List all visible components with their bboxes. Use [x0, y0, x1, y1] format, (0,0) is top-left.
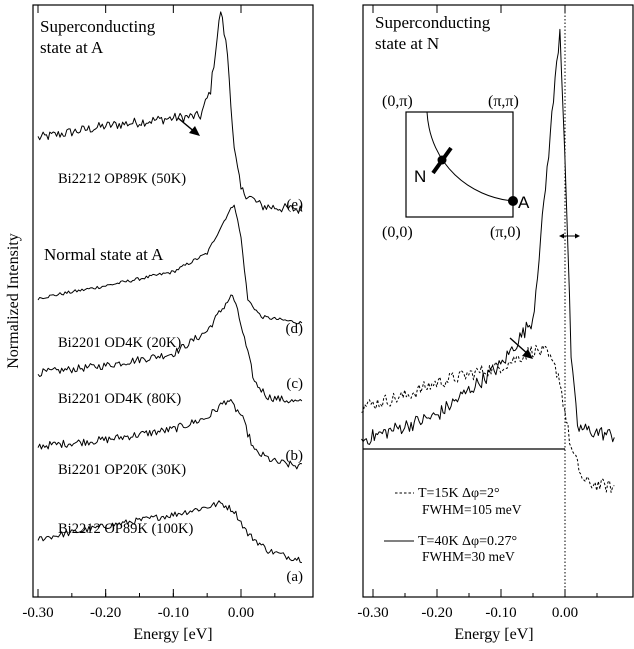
- legend-label-40K: T=40K Δφ=0.27°: [418, 534, 517, 549]
- right-x-axis-label: Energy [eV]: [454, 626, 533, 643]
- fwhm-arrow: [559, 233, 580, 239]
- right-x-ticks: -0.30 -0.20 -0.10 0.00: [357, 5, 598, 621]
- trace-b: [37, 399, 302, 470]
- right-x-tick-label: 0.00: [552, 605, 578, 621]
- series-letter-e: (e): [286, 197, 303, 213]
- series-label-b: Bi2201 OP20K (30K): [58, 462, 186, 478]
- right-panel: -0.30 -0.20 -0.10 0.00 Superconducting stat…: [357, 4, 634, 643]
- arrow-e-head: [189, 126, 200, 136]
- fermi-surface-curve: [426, 111, 514, 202]
- legend-label-15K: T=15K Δφ=2°: [418, 486, 500, 501]
- left-x-tick-label: 0.00: [228, 605, 254, 621]
- trace-T40K: [361, 28, 615, 445]
- series-letter-d: (d): [286, 321, 304, 337]
- trace-T15K: [361, 344, 615, 493]
- inset-corner-bottom-left: (0,0): [382, 224, 413, 241]
- series-letter-a: (a): [286, 569, 303, 585]
- legend-fwhm-15K: FWHM=105 meV: [422, 502, 522, 517]
- inset-corner-bottom-right: (π,0): [490, 224, 521, 241]
- series-label-d: Bi2201 OD4K (20K): [58, 335, 181, 351]
- left-y-axis-label: Normalized Intensity: [5, 233, 22, 369]
- inset-corner-top-right: (π,π): [488, 93, 519, 110]
- series-label-a: Bi2212 OP89K (100K): [58, 521, 194, 537]
- series-letter-b: (b): [286, 448, 304, 464]
- arrow-kink-head: [522, 349, 533, 359]
- left-annotation-3: Normal state at A: [44, 245, 164, 264]
- legend-fwhm-40K: FWHM=30 meV: [422, 549, 515, 564]
- series-label-c: Bi2201 OD4K (80K): [58, 391, 181, 407]
- left-panel: -0.30 -0.20 -0.10 0.00 Superconducting stat…: [5, 4, 314, 643]
- inset-corner-top-left: (0,π): [382, 93, 413, 110]
- right-x-tick-label: -0.10: [485, 605, 516, 621]
- inset-frame: [405, 111, 514, 218]
- point-N-marker: [437, 155, 447, 165]
- left-x-axis-label: Energy [eV]: [133, 626, 212, 643]
- inset-label-A: A: [518, 193, 530, 212]
- point-A-marker: [508, 196, 518, 206]
- left-series-labels: Bi2212 OP89K (50K) (e) Bi2201 OD4K (20K) (d…: [58, 171, 303, 585]
- right-traces: [361, 28, 615, 493]
- trace-c: [37, 294, 303, 404]
- right-x-tick-label: -0.30: [357, 605, 388, 621]
- legend: T=15K Δφ=2° FWHM=105 meV T=40K Δφ=0.27° …: [384, 486, 522, 564]
- left-x-ticks: -0.30 -0.20 -0.10 0.00: [22, 5, 276, 621]
- trace-e: [37, 11, 303, 214]
- left-annotation-2: state at A: [40, 38, 104, 57]
- left-traces: [37, 11, 303, 564]
- right-annotation-1: Superconducting: [375, 13, 491, 32]
- left-plot-frame: [32, 4, 314, 598]
- series-label-e: Bi2212 OP89K (50K): [58, 171, 186, 187]
- inset-brillouin-zone: (0,π) (π,π) (0,0) (π,0) N A: [382, 93, 530, 241]
- right-annotation-2: state at N: [375, 34, 439, 53]
- trace-d: [37, 204, 303, 325]
- right-x-tick-label: -0.20: [421, 605, 452, 621]
- inset-label-N: N: [414, 167, 426, 186]
- left-x-tick-label: -0.30: [22, 605, 53, 621]
- series-letter-c: (c): [286, 376, 303, 392]
- left-x-tick-label: -0.20: [90, 605, 121, 621]
- left-annotation-1: Superconducting: [40, 17, 156, 36]
- trace-a: [37, 500, 302, 564]
- left-x-tick-label: -0.10: [158, 605, 189, 621]
- right-plot-frame: [362, 4, 634, 598]
